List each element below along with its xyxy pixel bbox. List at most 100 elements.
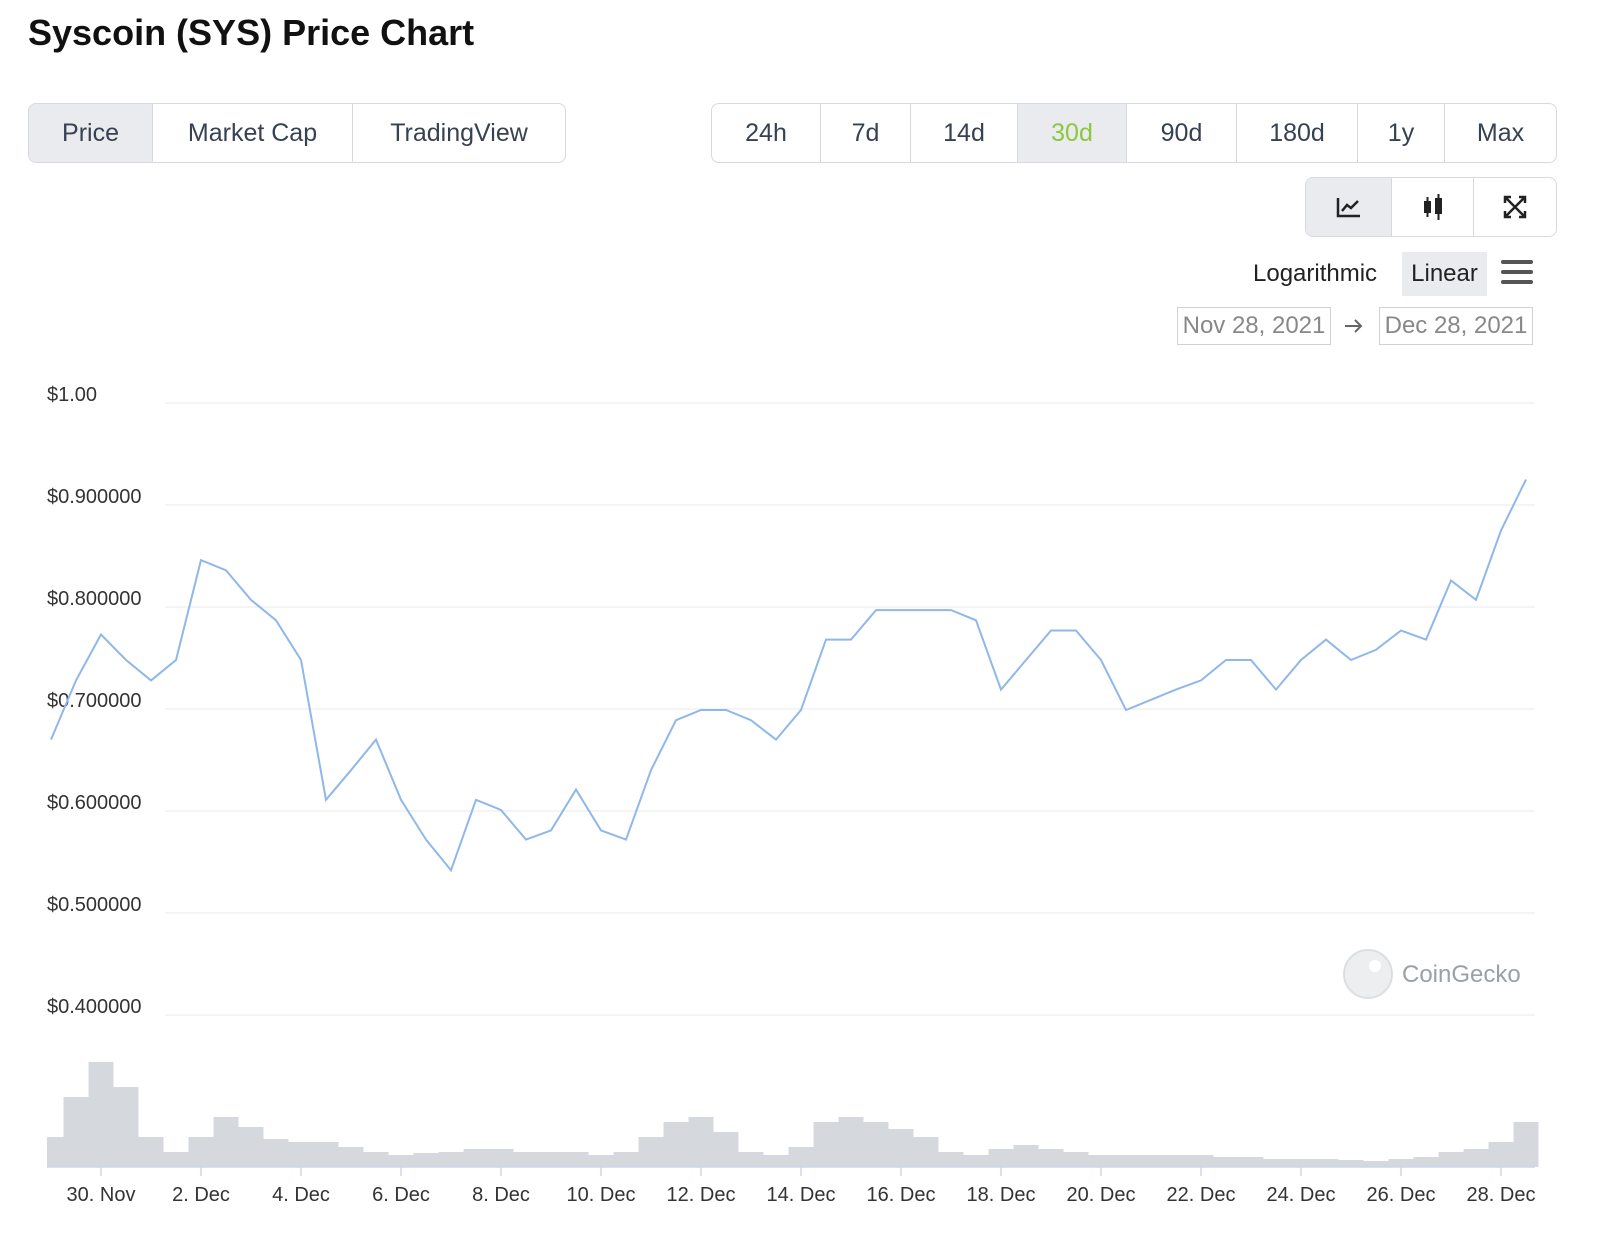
range-button[interactable]: 30d bbox=[1018, 104, 1127, 162]
volume-bar bbox=[363, 1152, 389, 1167]
range-button[interactable]: 90d bbox=[1127, 104, 1237, 162]
scale-option[interactable]: Linear bbox=[1402, 252, 1487, 296]
volume-bar bbox=[313, 1142, 339, 1167]
x-tick-label: 12. Dec bbox=[667, 1184, 736, 1206]
volume-bar bbox=[1438, 1152, 1464, 1167]
volume-bar bbox=[138, 1137, 164, 1167]
volume-bar bbox=[463, 1149, 489, 1167]
volume-bar bbox=[1513, 1122, 1539, 1167]
volume-bar bbox=[588, 1155, 614, 1167]
price-line bbox=[50, 479, 1527, 873]
volume-bar bbox=[838, 1117, 864, 1167]
volume-bar bbox=[1288, 1159, 1314, 1167]
x-tick-label: 14. Dec bbox=[767, 1184, 836, 1206]
volume-bar bbox=[1238, 1157, 1264, 1167]
volume-bar bbox=[1363, 1161, 1389, 1167]
volume-bar bbox=[1163, 1155, 1189, 1167]
page-title: Syscoin (SYS) Price Chart bbox=[28, 12, 475, 53]
volume-bar bbox=[388, 1155, 414, 1167]
range-button[interactable]: 24h bbox=[712, 104, 821, 162]
range-button[interactable]: 1y bbox=[1358, 104, 1445, 162]
date-to[interactable]: Dec 28, 2021 bbox=[1379, 307, 1533, 345]
volume-bar bbox=[1213, 1157, 1239, 1167]
menu-icon[interactable] bbox=[1500, 258, 1534, 286]
volume-bar bbox=[1113, 1155, 1139, 1167]
x-tick-label: 4. Dec bbox=[272, 1184, 330, 1206]
volume-bar bbox=[1038, 1149, 1064, 1167]
range-button[interactable]: Max bbox=[1476, 118, 1525, 147]
volume-bar bbox=[263, 1139, 289, 1167]
x-tick-label: 8. Dec bbox=[472, 1184, 530, 1206]
volume-bar bbox=[738, 1152, 764, 1167]
volume-bar bbox=[288, 1142, 314, 1167]
volume-bar bbox=[1313, 1159, 1339, 1167]
volume-bar bbox=[438, 1152, 464, 1167]
scale-option[interactable]: Logarithmic bbox=[1253, 260, 1378, 287]
x-tick-label: 18. Dec bbox=[967, 1184, 1036, 1206]
range-button[interactable]: 7d bbox=[821, 104, 911, 162]
volume-bar bbox=[538, 1152, 564, 1167]
range-button[interactable]: 14d bbox=[911, 104, 1018, 162]
x-tick-label: 28. Dec bbox=[1467, 1184, 1536, 1206]
y-tick-label: $0.600000 bbox=[47, 792, 142, 814]
candle-chart-button[interactable] bbox=[1392, 178, 1474, 236]
fullscreen-button[interactable] bbox=[1474, 178, 1556, 236]
volume-bar bbox=[613, 1152, 639, 1167]
volume-bar bbox=[688, 1117, 714, 1167]
y-tick-label: $0.400000 bbox=[47, 996, 142, 1018]
date-from[interactable]: Nov 28, 2021 bbox=[1177, 307, 1331, 345]
volume-bar bbox=[888, 1129, 914, 1167]
volume-bar bbox=[1188, 1155, 1214, 1167]
x-tick-label: 24. Dec bbox=[1267, 1184, 1336, 1206]
x-tick-label: 30. Nov bbox=[67, 1184, 136, 1206]
tab-button[interactable]: TradingView bbox=[390, 118, 528, 147]
fullscreen-icon bbox=[1503, 195, 1527, 219]
volume-bar bbox=[1413, 1157, 1439, 1167]
volume-bar bbox=[713, 1132, 739, 1167]
volume-bar bbox=[563, 1152, 589, 1167]
x-tick-label: 22. Dec bbox=[1167, 1184, 1236, 1206]
line-chart-button[interactable] bbox=[1306, 178, 1392, 236]
volume-bar bbox=[813, 1122, 839, 1167]
volume-bar bbox=[413, 1153, 439, 1167]
range-button[interactable]: 180d bbox=[1237, 104, 1358, 162]
x-tick-label: 26. Dec bbox=[1367, 1184, 1436, 1206]
y-tick-label: $0.800000 bbox=[47, 588, 142, 610]
candle-icon bbox=[1423, 194, 1442, 220]
y-tick-label: $0.500000 bbox=[47, 894, 142, 916]
volume-bar bbox=[863, 1122, 889, 1167]
x-tick-label: 20. Dec bbox=[1067, 1184, 1136, 1206]
volume-bar bbox=[63, 1097, 89, 1167]
volume-bar bbox=[1263, 1159, 1289, 1167]
y-tick-label: $0.900000 bbox=[47, 486, 142, 508]
y-tick-label: $0.700000 bbox=[47, 690, 142, 712]
volume-bar bbox=[513, 1152, 539, 1167]
x-tick-label: 16. Dec bbox=[867, 1184, 936, 1206]
volume-bar bbox=[913, 1137, 939, 1167]
volume-bar bbox=[1013, 1145, 1039, 1167]
x-tick-label: 6. Dec bbox=[372, 1184, 430, 1206]
volume-bar bbox=[1463, 1149, 1489, 1167]
volume-bar bbox=[113, 1087, 139, 1167]
volume-bar bbox=[488, 1149, 514, 1167]
y-tick-label: $1.00 bbox=[47, 384, 97, 406]
volume-bar bbox=[1088, 1155, 1114, 1167]
volume-bar bbox=[238, 1127, 264, 1167]
volume-bar bbox=[763, 1155, 789, 1167]
tab-button[interactable]: Market Cap bbox=[153, 104, 353, 162]
volume-bar bbox=[788, 1147, 814, 1167]
watermark-text: CoinGecko bbox=[1402, 961, 1521, 988]
volume-bar bbox=[163, 1152, 189, 1167]
tab-button[interactable]: Price bbox=[29, 104, 153, 162]
line-icon bbox=[1336, 198, 1360, 218]
volume-bar bbox=[213, 1117, 239, 1167]
volume-bar bbox=[988, 1149, 1014, 1167]
volume-bar bbox=[1063, 1152, 1089, 1167]
range-group: 24h 7d 14d 30d 90d 180d 1y Max bbox=[711, 103, 1557, 163]
volume-bar bbox=[938, 1152, 964, 1167]
volume-bar bbox=[1338, 1160, 1364, 1167]
volume-bar bbox=[663, 1122, 689, 1167]
volume-bar bbox=[1488, 1142, 1514, 1167]
